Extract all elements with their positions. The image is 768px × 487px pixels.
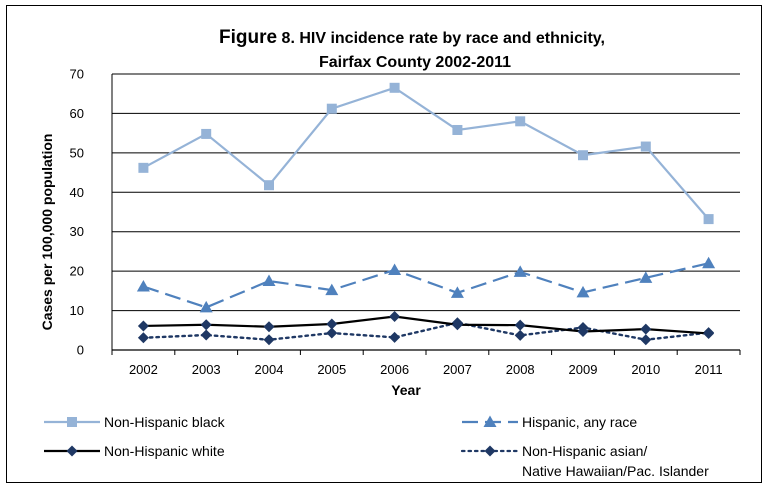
series-line — [143, 315, 709, 335]
data-point — [264, 180, 274, 191]
legend-item-non-hispanic-asian: Non-Hispanic asian/Native Hawaiian/Pac. … — [460, 443, 709, 479]
x-tick-label: 2010 — [631, 362, 660, 377]
data-point — [201, 128, 212, 139]
legend-item-hispanic-any-race: Hispanic, any race — [462, 414, 637, 430]
data-point — [262, 274, 276, 286]
data-point — [703, 214, 714, 225]
data-point — [326, 318, 338, 330]
data-point — [577, 325, 589, 337]
data-point — [137, 320, 149, 332]
y-tick-label: 30 — [70, 224, 84, 239]
series-line — [143, 262, 709, 309]
data-point — [450, 286, 464, 298]
x-tick-label: 2007 — [443, 362, 472, 377]
data-point — [326, 103, 337, 114]
data-point — [639, 271, 653, 283]
data-point — [137, 332, 149, 344]
data-point — [263, 321, 275, 333]
chart-frame — [6, 5, 762, 483]
data-point — [513, 265, 527, 277]
data-point — [514, 319, 526, 331]
y-tick-label: 70 — [70, 67, 84, 82]
series-hispanic-any-race — [136, 256, 716, 313]
data-point — [199, 300, 213, 313]
gridlines — [111, 73, 741, 355]
legend-item-non-hispanic-black: Non-Hispanic black — [44, 414, 226, 430]
legend-label-line2: Native Hawaiian/Pac. Islander — [522, 463, 709, 479]
y-tick-label: 60 — [70, 106, 84, 121]
x-tick-label: 2003 — [192, 362, 221, 377]
series-layer — [136, 82, 716, 346]
legend-label: Non-Hispanic asian/ — [522, 443, 647, 459]
legend-marker — [67, 417, 77, 427]
legend: Non-Hispanic black Hispanic, any race Non-… — [44, 414, 709, 479]
legend-label: Non-Hispanic white — [104, 443, 225, 459]
data-point — [576, 285, 590, 298]
series-non-hispanic-black — [138, 82, 714, 225]
data-point — [389, 82, 400, 93]
x-tick-label: 2004 — [255, 362, 284, 377]
series-line — [142, 86, 710, 220]
data-point — [640, 141, 651, 152]
data-point — [263, 334, 275, 346]
data-point — [703, 327, 715, 339]
x-tick-label: 2002 — [129, 362, 158, 377]
y-axis-ticks: 0 10 20 30 40 50 60 70 — [70, 67, 84, 358]
data-point — [452, 124, 463, 135]
data-point — [389, 310, 401, 322]
legend-label: Hispanic, any race — [522, 414, 637, 430]
y-axis-label: Cases per 100,000 population — [39, 134, 55, 331]
x-tick-label: 2009 — [569, 362, 598, 377]
chart-title: Figure 8. HIV incidence rate by race and… — [219, 27, 605, 48]
series-line — [142, 321, 710, 341]
data-point — [515, 116, 526, 127]
data-point — [136, 280, 150, 292]
data-point — [640, 334, 652, 346]
data-point — [389, 331, 401, 343]
chart-title-lead: Figure — [219, 27, 277, 48]
y-tick-label: 40 — [70, 185, 84, 200]
x-tick-label: 2006 — [380, 362, 409, 377]
data-point — [388, 263, 402, 275]
data-point — [578, 150, 588, 161]
chart-title-line2: Fairfax County 2002-2011 — [319, 54, 511, 71]
data-point — [138, 162, 149, 173]
data-point — [640, 323, 652, 335]
x-tick-label: 2005 — [317, 362, 346, 377]
x-axis-ticks: 2002 2003 2004 2005 2006 2007 2008 2009 2010 2011 — [129, 362, 723, 377]
data-point — [325, 283, 339, 296]
x-tick-label: 2008 — [506, 362, 535, 377]
x-axis-label: Year — [391, 382, 421, 398]
y-tick-label: 50 — [70, 145, 84, 160]
data-point — [451, 319, 463, 331]
data-point — [702, 256, 716, 269]
legend-marker — [484, 445, 496, 457]
data-point — [200, 319, 212, 331]
data-point — [326, 327, 338, 339]
legend-item-non-hispanic-white: Non-Hispanic white — [44, 443, 225, 459]
data-point — [514, 329, 526, 341]
legend-marker — [483, 415, 497, 427]
series-non-hispanic-white — [137, 310, 715, 339]
x-tick-label: 2011 — [695, 362, 723, 377]
data-point — [200, 329, 212, 341]
y-tick-label: 0 — [77, 343, 84, 358]
y-tick-label: 20 — [70, 264, 84, 279]
legend-marker — [66, 445, 78, 457]
y-tick-label: 10 — [70, 303, 84, 318]
chart-title-rest: 8. HIV incidence rate by race and ethnic… — [277, 30, 605, 47]
legend-label: Non-Hispanic black — [104, 414, 226, 430]
